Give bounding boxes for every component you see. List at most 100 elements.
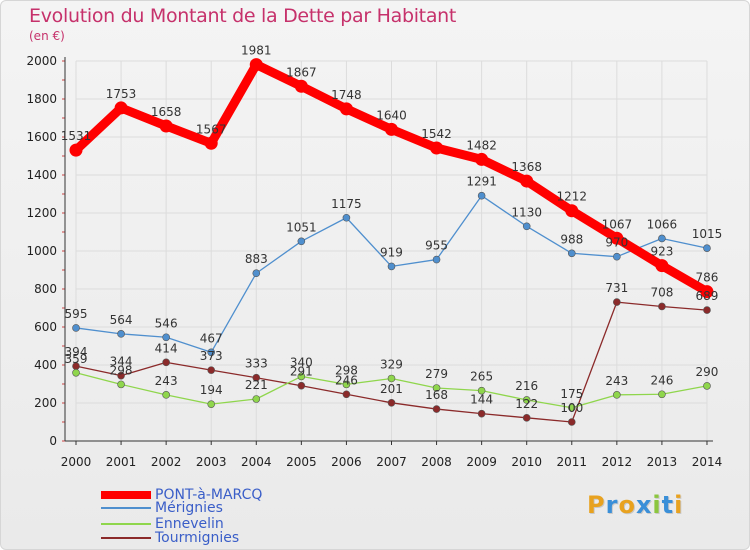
data-label: 194: [200, 383, 223, 397]
data-point: [207, 366, 216, 374]
data-point: [613, 252, 621, 261]
data-label: 100: [560, 401, 583, 415]
data-point: [162, 358, 170, 367]
brand-logo-letter: P: [587, 491, 606, 519]
data-label: 1753: [106, 87, 137, 101]
data-point: [658, 302, 666, 311]
data-point: [567, 403, 576, 412]
data-label: 1981: [241, 44, 272, 58]
data-label: 923: [650, 245, 673, 259]
data-label: 1542: [421, 127, 452, 141]
x-tick-label: 2003: [196, 455, 227, 469]
data-point: [565, 204, 579, 218]
data-point: [252, 395, 261, 403]
data-label: 731: [605, 281, 628, 295]
x-tick-label: 2000: [61, 455, 92, 469]
data-label: 359: [65, 352, 88, 366]
data-point: [387, 399, 396, 407]
data-point: [114, 101, 128, 115]
data-label: 394: [65, 345, 88, 359]
brand-logo-letter: o: [618, 491, 636, 519]
x-tick-label: 2005: [286, 455, 317, 469]
legend-label: Tourmignies: [155, 530, 240, 546]
data-point: [703, 306, 711, 314]
data-label: 1291: [466, 175, 497, 189]
data-point: [117, 330, 125, 338]
legend-item-pont-a-marcq: PONT-à-MARCQ: [101, 487, 263, 503]
x-tick-label: 2013: [647, 455, 678, 469]
data-point: [610, 231, 624, 245]
data-point: [294, 79, 308, 93]
data-point: [162, 333, 170, 342]
data-point: [432, 255, 441, 264]
data-label: 1531: [61, 129, 92, 143]
data-label: 1567: [196, 122, 227, 136]
data-label: 373: [200, 349, 223, 363]
x-tick-label: 2009: [466, 455, 497, 469]
legend-item-merignies: Mérignies: [101, 500, 223, 516]
data-point: [297, 372, 306, 381]
data-label: 201: [380, 382, 403, 396]
data-point: [703, 244, 711, 252]
data-point: [658, 234, 666, 243]
data-label: 246: [335, 373, 358, 387]
legend-swatch-ennevelin: [101, 523, 151, 525]
data-point: [117, 371, 125, 380]
y-tick-label: 1800: [26, 92, 57, 106]
chart-title: Evolution du Montant de la Dette par Hab…: [29, 5, 457, 27]
data-label: 1640: [376, 108, 407, 122]
data-point: [297, 381, 306, 390]
data-point: [432, 405, 441, 413]
data-label: 243: [605, 374, 628, 388]
data-label: 1015: [692, 227, 723, 241]
data-point: [69, 143, 83, 157]
data-point: [430, 141, 444, 155]
data-point: [72, 324, 80, 332]
data-label: 1175: [331, 197, 362, 211]
data-point: [520, 174, 534, 188]
brand-logo: Proxiti: [587, 491, 683, 519]
data-label: 970: [605, 236, 628, 250]
data-label: 689: [696, 289, 719, 303]
data-label: 333: [245, 357, 268, 371]
data-point: [432, 384, 441, 392]
data-label: 919: [380, 245, 403, 259]
data-point: [522, 222, 531, 231]
legend-item-ennevelin: Ennevelin: [101, 516, 224, 532]
y-tick-label: 800: [34, 282, 57, 296]
data-label: 786: [696, 271, 719, 285]
data-point: [700, 285, 714, 299]
data-label: 279: [425, 367, 448, 381]
x-tick-label: 2014: [692, 455, 723, 469]
data-point: [613, 391, 621, 399]
legend-swatch-merignies: [101, 507, 151, 509]
data-label: 175: [560, 387, 583, 401]
data-label: 329: [380, 357, 403, 371]
data-label: 1482: [466, 138, 497, 152]
legend-label: PONT-à-MARCQ: [155, 487, 263, 503]
data-point: [339, 102, 353, 116]
legend-swatch-tourmignies: [101, 537, 151, 539]
x-tick-label: 2001: [106, 455, 137, 469]
data-point: [207, 348, 216, 357]
data-point: [567, 418, 576, 426]
data-label: 1066: [647, 217, 678, 231]
data-point: [522, 396, 531, 404]
brand-logo-letter: t: [661, 491, 675, 519]
data-label: 546: [155, 316, 178, 330]
x-tick-label: 2004: [241, 455, 272, 469]
data-label: 298: [110, 363, 133, 377]
x-tick-label: 2007: [376, 455, 407, 469]
data-point: [207, 400, 216, 408]
data-label: 246: [650, 373, 673, 387]
data-point: [72, 368, 80, 377]
data-label: 564: [110, 313, 133, 327]
data-point: [342, 213, 351, 222]
data-label: 168: [425, 388, 448, 402]
data-label: 955: [425, 239, 448, 253]
data-point: [655, 259, 669, 273]
data-point: [387, 262, 396, 271]
y-tick-label: 1200: [26, 206, 57, 220]
